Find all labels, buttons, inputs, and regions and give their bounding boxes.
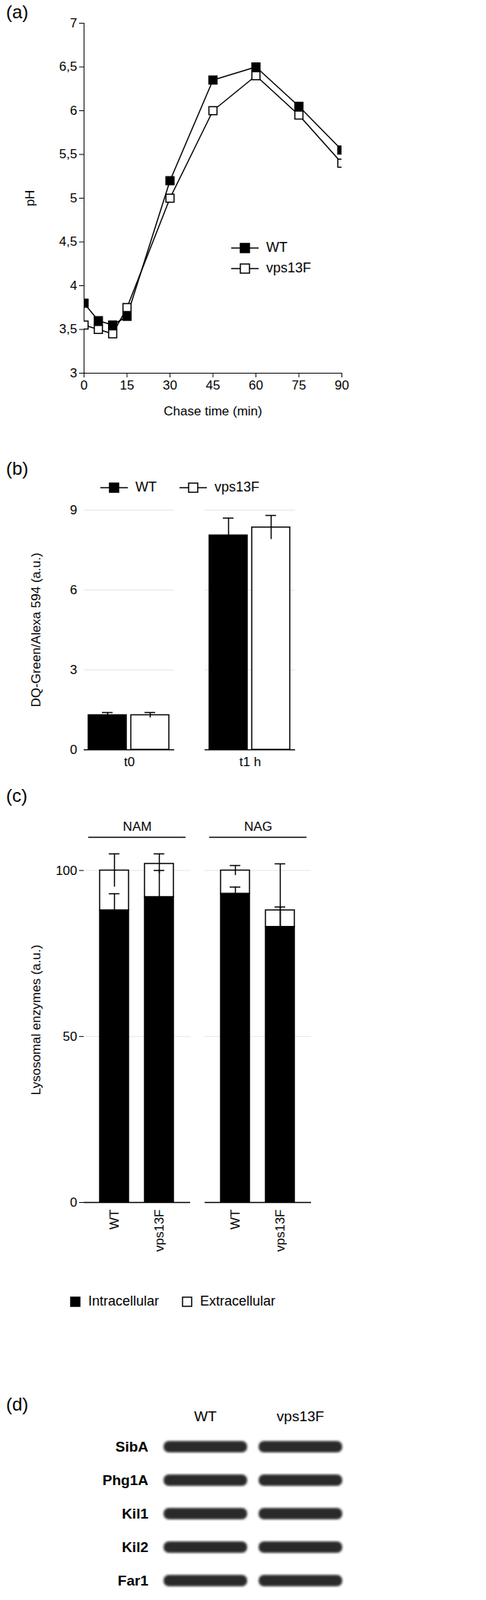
svg-text:60: 60 — [248, 378, 264, 393]
svg-text:SibA: SibA — [115, 1438, 150, 1455]
svg-text:15: 15 — [120, 378, 135, 393]
svg-text:3,5: 3,5 — [59, 321, 78, 337]
svg-text:0: 0 — [69, 1194, 77, 1210]
svg-text:3: 3 — [69, 365, 77, 381]
svg-text:vps13F: vps13F — [273, 1209, 288, 1252]
svg-text:DQ-Green/Alexa 594 (a.u.): DQ-Green/Alexa 594 (a.u.) — [28, 552, 44, 707]
svg-text:NAM: NAM — [123, 819, 153, 834]
html-text:(b): (b) — [6, 457, 29, 479]
svg-text:100: 100 — [55, 863, 77, 878]
svg-text:30: 30 — [162, 378, 178, 393]
svg-text:0: 0 — [80, 378, 88, 393]
svg-text:NAG: NAG — [244, 819, 273, 834]
svg-text:Far1: Far1 — [117, 1572, 150, 1589]
svg-text:5: 5 — [69, 190, 77, 206]
svg-text:Chase time (min): Chase time (min) — [163, 403, 262, 419]
svg-text:Phg1A: Phg1A — [102, 1471, 149, 1488]
svg-text:6,5: 6,5 — [59, 59, 78, 74]
svg-text:5,5: 5,5 — [59, 146, 78, 162]
svg-text:4: 4 — [69, 278, 77, 293]
svg-text:45: 45 — [206, 378, 221, 393]
svg-text:90: 90 — [334, 378, 350, 393]
html-text:(a): (a) — [6, 1, 29, 23]
html-text:WT: WT — [266, 239, 288, 255]
html-text:Intracellular: Intracellular — [88, 1292, 159, 1309]
svg-text:50: 50 — [63, 1029, 78, 1044]
svg-text:Kil1: Kil1 — [121, 1505, 149, 1522]
html-text:(d): (d) — [6, 1393, 29, 1414]
svg-text:Kil2: Kil2 — [121, 1538, 149, 1555]
svg-text:t0: t0 — [123, 754, 135, 769]
svg-text:Lysosomal enzymes (a.u.): Lysosomal enzymes (a.u.) — [28, 944, 44, 1096]
svg-text:9: 9 — [69, 502, 77, 518]
svg-text:75: 75 — [292, 378, 307, 393]
svg-text:pH: pH — [22, 190, 38, 207]
svg-text:7: 7 — [69, 15, 77, 31]
html-text:vps13F: vps13F — [214, 479, 260, 495]
svg-text:WT: WT — [228, 1209, 243, 1230]
svg-text:WT: WT — [193, 1407, 217, 1424]
svg-text:6: 6 — [69, 582, 77, 598]
svg-text:6: 6 — [69, 103, 77, 118]
html-text:(c): (c) — [6, 784, 28, 806]
svg-text:0: 0 — [69, 742, 77, 757]
svg-text:vps13F: vps13F — [276, 1407, 324, 1424]
svg-text:vps13F: vps13F — [152, 1209, 167, 1252]
svg-text:3: 3 — [69, 662, 77, 677]
html-text:Extracellular: Extracellular — [200, 1292, 276, 1309]
html-text:vps13F: vps13F — [266, 260, 312, 276]
svg-text:WT: WT — [107, 1209, 122, 1230]
html-text:WT: WT — [135, 479, 157, 495]
svg-text:4,5: 4,5 — [59, 234, 78, 249]
svg-text:t1 h: t1 h — [239, 754, 261, 769]
